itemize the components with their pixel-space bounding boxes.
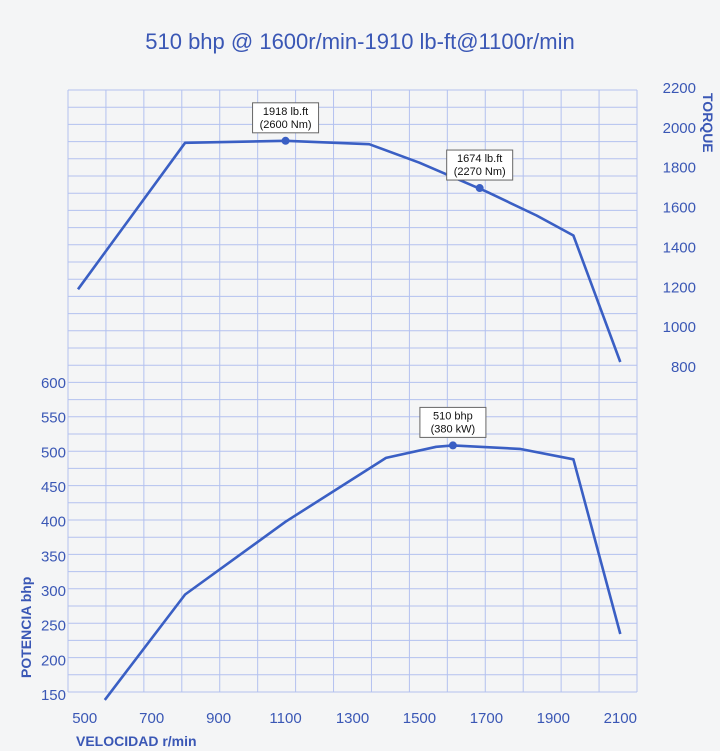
annotation-label: (2600 Nm): [260, 119, 312, 131]
x-tick-label: 1300: [336, 710, 369, 727]
x-tick-label: 700: [139, 710, 164, 727]
x-tick-label: 500: [72, 710, 97, 727]
power-series-line: [103, 444, 622, 701]
torque-axis-label: TORQUE: [700, 93, 716, 153]
x-tick-label: 2100: [604, 710, 637, 727]
power-tick-label: 200: [41, 652, 66, 669]
x-tick-label: 1500: [403, 710, 436, 727]
x-tick-label: 1900: [537, 710, 570, 727]
annotation-label: (2270 Nm): [454, 166, 506, 178]
annotations: 1918 lb.ft(2600 Nm) 1674 lb.ft(2270 Nm) 51…: [252, 102, 514, 450]
annotation-label: 1674 lb.ft: [457, 153, 502, 165]
power-tick-label: 450: [41, 479, 66, 496]
grid: [67, 89, 638, 693]
torque-tick-label: 800: [671, 359, 696, 376]
annotation-label: 510 bhp: [433, 410, 473, 422]
power-tick-label: 400: [41, 514, 66, 531]
power-tick-label: 250: [41, 618, 66, 635]
x-tick-label: 1700: [470, 710, 503, 727]
x-axis-label: VELOCIDAD r/min: [76, 733, 197, 749]
power-axis-label: POTENCIA bhp: [18, 577, 34, 678]
torque-tick-label: 2200: [663, 80, 696, 97]
torque-tick-label: 1200: [663, 279, 696, 296]
torque-tick-label: 1600: [663, 200, 696, 217]
power-tick-label: 500: [41, 444, 66, 461]
annotation-marker: [475, 184, 484, 193]
power-tick-label: 550: [41, 410, 66, 427]
annotation-box: [252, 102, 320, 134]
x-tick-labels: 500 700 900 1100 1300 1500 1700 1900 2100: [72, 710, 637, 727]
chart-title: 510 bhp @ 1600r/min-1910 lb-ft@1100r/min: [145, 29, 575, 54]
annotation-label: (380 kW): [431, 423, 476, 435]
power-tick-labels: 600 550 500 450 400 350 300 250 200 150: [41, 375, 66, 704]
annotation-label: 1918 lb.ft: [263, 106, 308, 118]
x-tick-label: 1100: [269, 710, 301, 727]
power-tick-label: 350: [41, 548, 66, 565]
torque-tick-label: 1400: [663, 239, 696, 256]
torque-series-line: [76, 139, 622, 363]
annotation-marker: [281, 136, 290, 145]
torque-tick-labels: 2200 2000 1800 1600 1400 1200 1000 800: [663, 80, 696, 376]
x-tick-label: 900: [206, 710, 231, 727]
torque-tick-label: 1800: [663, 160, 696, 177]
power-tick-label: 600: [41, 375, 66, 392]
annotation-box: [446, 149, 514, 181]
annotation-marker: [448, 441, 457, 450]
power-tick-label: 300: [41, 583, 66, 600]
annotation-box: [419, 406, 487, 438]
torque-tick-label: 1000: [663, 319, 696, 336]
power-tick-label: 150: [41, 687, 66, 704]
torque-tick-label: 2000: [663, 120, 696, 137]
